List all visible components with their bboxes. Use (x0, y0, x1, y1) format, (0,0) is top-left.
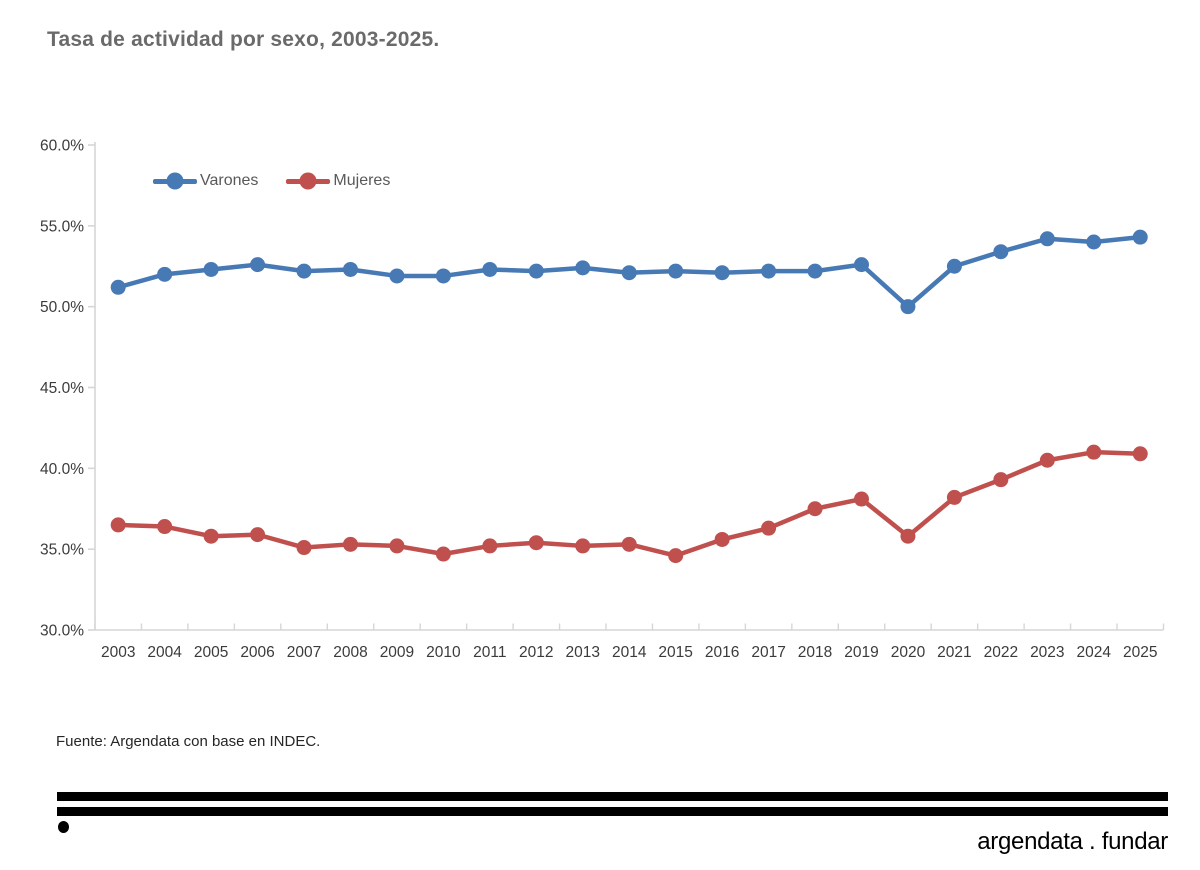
varones-point-2009 (389, 268, 405, 284)
varones-point-2022 (993, 244, 1009, 260)
mujeres-point-2013 (575, 538, 591, 554)
x-axis-tick-label: 2023 (1030, 644, 1064, 661)
x-axis-tick-label: 2010 (426, 644, 461, 661)
mujeres-point-2008 (342, 536, 358, 552)
y-axis-tick-label: 30.0% (40, 623, 84, 640)
x-axis-tick-label: 2022 (984, 644, 1018, 661)
mujeres-point-2005 (203, 528, 219, 544)
mujeres-point-2018 (807, 501, 823, 517)
varones-point-2006 (250, 257, 266, 273)
x-axis-tick-label: 2020 (891, 644, 926, 661)
x-axis-tick-label: 2009 (380, 644, 414, 661)
mujeres-point-2014 (621, 536, 637, 552)
varones-point-2016 (714, 265, 730, 281)
x-axis-tick-label: 2005 (194, 644, 228, 661)
y-axis-tick-label: 45.0% (40, 380, 84, 397)
source-note: Fuente: Argendata con base en INDEC. (56, 733, 321, 750)
y-axis-tick-label: 60.0% (40, 138, 84, 155)
x-axis-tick-label: 2017 (751, 644, 785, 661)
legend-label-varones: Varones (200, 172, 259, 189)
x-axis-tick-label: 2021 (937, 644, 971, 661)
varones-point-2014 (621, 265, 637, 281)
y-axis-tick-label: 40.0% (40, 461, 84, 478)
varones-point-2005 (203, 261, 219, 277)
y-axis-tick-label: 55.0% (40, 218, 84, 235)
varones-marker-icon (166, 172, 184, 190)
y-axis-tick-label: 35.0% (40, 542, 84, 559)
x-axis-tick-label: 2013 (566, 644, 600, 661)
mujeres-point-2006 (250, 527, 266, 543)
mujeres-point-2004 (157, 519, 173, 535)
x-axis-tick-label: 2014 (612, 644, 647, 661)
mujeres-point-2024 (1086, 444, 1102, 460)
mujeres-point-2010 (435, 546, 451, 562)
mujeres-marker-icon (299, 172, 317, 190)
mujeres-point-2025 (1132, 446, 1148, 462)
mujeres-point-2012 (528, 535, 544, 551)
mujeres-point-2016 (714, 531, 730, 547)
varones-point-2025 (1132, 229, 1148, 245)
mujeres-point-2020 (900, 528, 916, 544)
mujeres-point-2009 (389, 538, 405, 554)
varones-point-2004 (157, 266, 173, 282)
x-axis-tick-label: 2012 (519, 644, 553, 661)
mujeres-point-2019 (853, 491, 869, 507)
mujeres-point-2022 (993, 472, 1009, 488)
x-axis-tick-label: 2018 (798, 644, 832, 661)
x-axis-tick-label: 2015 (658, 644, 692, 661)
x-axis-tick-label: 2019 (844, 644, 878, 661)
varones-point-2007 (296, 263, 312, 279)
chart-title: Tasa de actividad por sexo, 2003-2025. (47, 28, 440, 51)
x-axis-tick-label: 2004 (147, 644, 182, 661)
chart-legend: Varones Mujeres (153, 172, 390, 190)
x-axis-tick-label: 2007 (287, 644, 321, 661)
legend-label-mujeres: Mujeres (333, 172, 391, 189)
varones-point-2023 (1039, 231, 1055, 247)
x-axis-tick-label: 2003 (101, 644, 135, 661)
mujeres-line-sample-icon (286, 172, 331, 190)
varones-point-2003 (110, 279, 126, 295)
x-axis-tick-label: 2025 (1123, 644, 1157, 661)
x-axis-tick-label: 2008 (333, 644, 367, 661)
mujeres-point-2007 (296, 540, 312, 556)
legend-item-mujeres: Mujeres (286, 172, 390, 190)
varones-point-2024 (1086, 234, 1102, 250)
mujeres-point-2011 (482, 538, 498, 554)
varones-point-2018 (807, 263, 823, 279)
mujeres-point-2023 (1039, 452, 1055, 468)
x-axis-tick-label: 2024 (1077, 644, 1112, 661)
x-axis-tick-label: 2006 (240, 644, 274, 661)
x-axis-tick-label: 2016 (705, 644, 739, 661)
varones-point-2008 (342, 261, 358, 277)
mujeres-point-2015 (668, 548, 684, 564)
mujeres-point-2021 (946, 489, 962, 505)
varones-point-2021 (946, 258, 962, 274)
y-axis-tick-label: 50.0% (40, 299, 84, 316)
varones-point-2011 (482, 261, 498, 277)
varones-point-2019 (853, 257, 869, 273)
varones-point-2020 (900, 299, 916, 315)
mujeres-point-2003 (110, 517, 126, 533)
legend-item-varones: Varones (153, 172, 258, 190)
varones-point-2012 (528, 263, 544, 279)
mujeres-point-2017 (761, 520, 777, 536)
varones-line-sample-icon (153, 172, 197, 190)
varones-point-2015 (668, 263, 684, 279)
x-axis-tick-label: 2011 (473, 644, 506, 661)
varones-point-2017 (761, 263, 777, 279)
varones-point-2013 (575, 260, 591, 276)
varones-point-2010 (435, 268, 451, 284)
